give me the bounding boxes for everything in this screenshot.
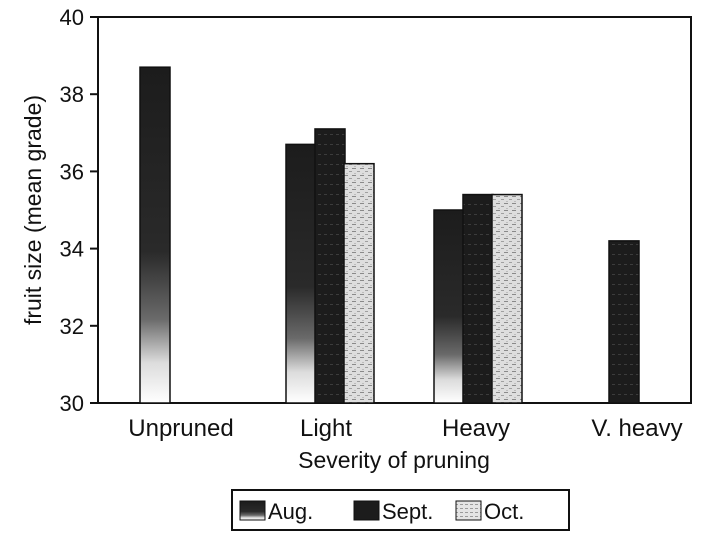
bar-sept-heavy: [462, 193, 494, 404]
bar-sept-light: [314, 128, 346, 404]
legend: Aug. Sept. Oct.: [231, 489, 570, 531]
y-axis-title: fruit size (mean grade): [20, 95, 46, 325]
x-axis-title: Severity of pruning: [298, 447, 490, 473]
y-tick-label: 40: [60, 5, 84, 30]
legend-label-aug: Aug.: [268, 499, 313, 524]
x-tick-label: Light: [300, 415, 352, 442]
legend-label-sept: Sept.: [382, 499, 433, 524]
bars-group: [139, 66, 640, 404]
y-tick-label: 32: [60, 314, 84, 339]
legend-swatch-aug: [239, 500, 266, 521]
legend-swatch-oct: [455, 500, 482, 521]
y-tick-label: 30: [60, 391, 84, 416]
bar-oct-heavy: [491, 193, 523, 404]
x-tick-label: V. heavy: [591, 415, 682, 442]
y-axis: 30 32 34 36 38 40: [60, 5, 98, 416]
legend-swatch-sept: [353, 500, 380, 521]
x-tick-label: Unpruned: [128, 415, 233, 442]
plot-frame: [97, 16, 692, 404]
bar-aug-unpruned: [139, 66, 171, 404]
legend-label-oct: Oct.: [484, 499, 524, 524]
bar-aug-light: [285, 143, 317, 404]
x-axis: Unpruned Light Heavy V. heavy: [128, 415, 682, 442]
y-tick-label: 34: [60, 237, 84, 262]
bar-sept-v-heavy: [608, 240, 640, 404]
y-tick-label: 38: [60, 82, 84, 107]
x-tick-label: Heavy: [442, 415, 510, 442]
bar-aug-heavy: [433, 209, 465, 404]
y-tick-label: 36: [60, 159, 84, 184]
legend-box: [231, 489, 570, 531]
bar-oct-light: [343, 162, 375, 404]
